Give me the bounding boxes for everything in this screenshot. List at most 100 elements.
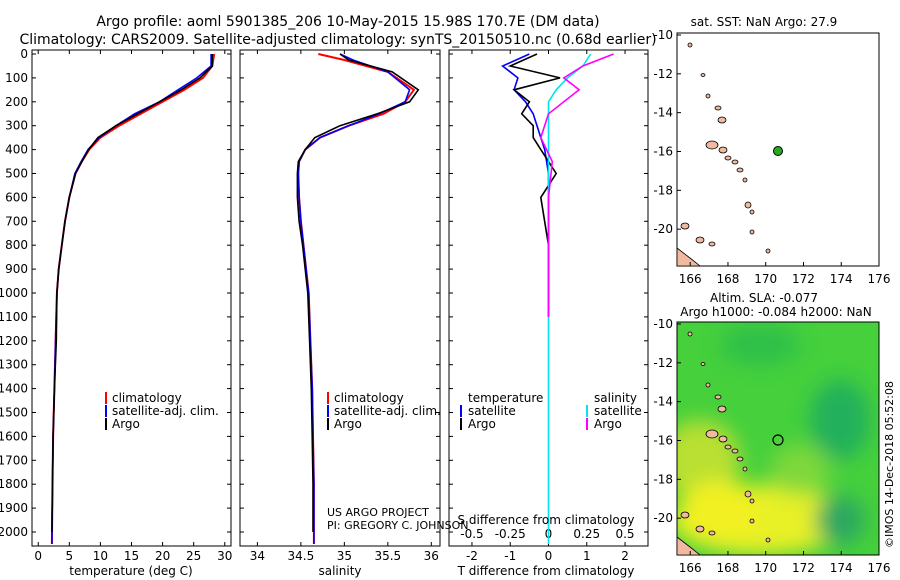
x-tick-label: 30 [217, 549, 232, 563]
lon-tick-label: 166 [679, 272, 702, 286]
profile-line-0-2 [51, 54, 214, 533]
profile-line-0-1 [51, 54, 212, 545]
lon-tick-label: 172 [792, 561, 815, 575]
depth-tick-label: 300 [5, 119, 28, 133]
island [718, 146, 728, 154]
depth-tick-label: 600 [5, 190, 28, 204]
x-tick-label: 35 [337, 549, 352, 563]
island [744, 490, 752, 498]
island [765, 537, 771, 543]
float-position-marker-bottom [772, 434, 784, 446]
temperature-xlabel: temperature (deg C) [69, 564, 192, 578]
depth-tick-label: 100 [5, 71, 28, 85]
profile-line-0-0 [50, 53, 216, 545]
s-diff-tick-label: 0.25 [573, 527, 600, 541]
profile-line-2-2 [547, 53, 592, 544]
lat-tick-label: -16 [653, 434, 673, 448]
island [708, 241, 716, 247]
map-bottom-frame [676, 321, 880, 556]
lon-tick-label: 176 [868, 272, 891, 286]
legend-temperature-title: temperature [468, 391, 543, 405]
lat-tick-label: -20 [653, 222, 673, 236]
header-line2: Climatology: CARS2009. Satellite-adjuste… [19, 32, 656, 48]
lat-tick-label: -14 [653, 395, 673, 409]
x-tick-label: -1 [504, 549, 516, 563]
island [695, 236, 705, 244]
depth-tick-label: 1800 [0, 477, 28, 491]
lat-tick-label: -18 [653, 183, 673, 197]
island [749, 498, 755, 504]
map-top-land [676, 42, 771, 267]
lat-tick-label: -20 [653, 511, 673, 525]
island [736, 167, 744, 173]
map-top-title: sat. SST: NaN Argo: 27.9 [691, 15, 838, 29]
map-top-axes: 166 168 170 172 174 176 -10 -12 -14 -16 -18 -20 [653, 28, 890, 286]
x-tick-label: 5 [65, 549, 73, 563]
legend-s-argo-label: Argo [594, 417, 622, 431]
island [705, 382, 711, 388]
island [742, 466, 748, 472]
lat-tick-label: -16 [653, 145, 673, 159]
depth-tick-label: 1200 [0, 334, 28, 348]
depth-tick-label: 1400 [0, 382, 28, 396]
header-line1: Argo profile: aoml 5901385_206 10-May-20… [96, 14, 599, 30]
island [731, 159, 739, 165]
lon-tick-label: 174 [830, 272, 853, 286]
credit-line2: PI: GREGORY C. JOHNSON [327, 519, 468, 532]
island [714, 105, 722, 111]
legend-climatology-label: climatology [334, 391, 404, 405]
salinity-panel-frame [239, 49, 441, 547]
x-tick-label: 25 [186, 549, 201, 563]
depth-tick-label: 700 [5, 214, 28, 228]
lon-tick-label: 168 [717, 561, 740, 575]
depth-tick-label: 400 [5, 143, 28, 157]
island [695, 525, 705, 533]
island [705, 93, 711, 99]
island [749, 229, 755, 235]
lon-tick-label: 170 [754, 272, 777, 286]
x-tick-label: 34 [250, 549, 265, 563]
lon-tick-label: 176 [868, 561, 891, 575]
salinity-xlabel: salinity [318, 564, 361, 578]
x-tick-label: 2 [621, 549, 629, 563]
island [731, 448, 739, 454]
lat-tick-label: -14 [653, 106, 673, 120]
float-position-marker [773, 146, 783, 156]
depth-tick-label: 1000 [0, 286, 28, 300]
legend-salinity-title: salinity [594, 391, 637, 405]
lon-tick-label: 166 [679, 561, 702, 575]
island [744, 201, 752, 209]
profile-line-2-1 [507, 53, 561, 317]
credit-line1: US ARGO PROJECT [327, 506, 429, 519]
depth-tick-label: 0 [20, 47, 28, 61]
depth-tick-label: 500 [5, 167, 28, 181]
lon-tick-label: 174 [830, 561, 853, 575]
island [765, 248, 771, 254]
x-tick-label: 36 [424, 549, 439, 563]
lon-tick-label: 170 [754, 561, 777, 575]
map-bottom-title1: Altim. SLA: -0.077 [710, 291, 818, 305]
depth-tick-label: 900 [5, 262, 28, 276]
legend-satellite-label: satellite-adj. clim. [112, 404, 219, 418]
map-bottom-land [676, 331, 771, 556]
depth-tick-label: 1900 [0, 501, 28, 515]
depth-tick-label: 1100 [0, 310, 28, 324]
new-caledonia-land [676, 536, 702, 556]
legend-satellite-label: satellite-adj. clim. [334, 404, 441, 418]
depth-tick-label: 200 [5, 95, 28, 109]
profile-curves [50, 53, 614, 545]
legend-climatology-label: climatology [112, 391, 182, 405]
sla-field [677, 322, 879, 555]
lat-tick-label: -12 [653, 67, 673, 81]
island [700, 73, 706, 77]
island [680, 511, 690, 519]
s-diff-tick-label: -0.5 [460, 527, 483, 541]
island [718, 435, 728, 443]
island [714, 394, 722, 400]
x-tick-label: 1 [583, 549, 591, 563]
island [717, 405, 727, 413]
temperature-panel-frame [31, 49, 232, 547]
depth-axis: 0 100 200 300 400 500 600 700 800 900 1000 1100 1200… [0, 47, 648, 539]
island [742, 177, 748, 183]
